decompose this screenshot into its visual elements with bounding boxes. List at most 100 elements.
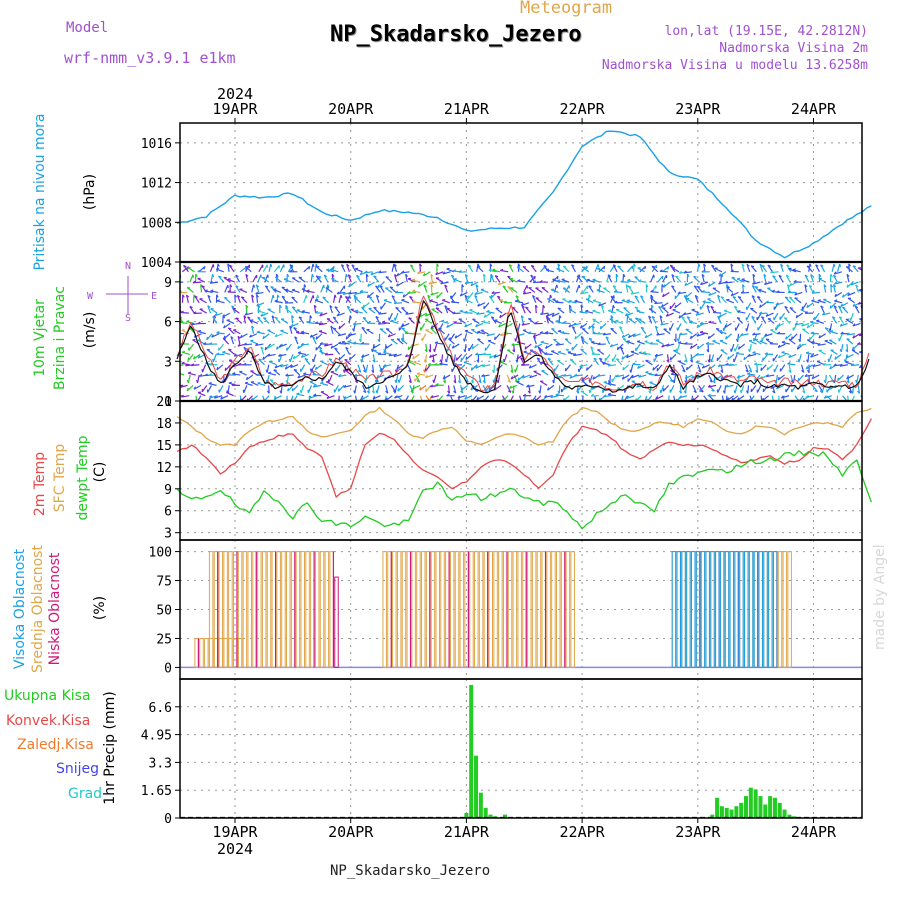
precip-bar — [474, 755, 479, 818]
wind-barb-head — [222, 350, 226, 353]
wind-barb-head — [562, 321, 566, 324]
wind-barb — [802, 328, 810, 335]
wind-barb-head — [682, 369, 686, 373]
cloud-bar-mid — [319, 551, 325, 668]
wind-barb-head — [499, 299, 503, 301]
precip-bar — [502, 814, 507, 818]
wind-barb — [514, 364, 519, 373]
wind-barb-head — [699, 321, 703, 325]
wind-barb-head — [695, 352, 699, 356]
wind-barb-head — [517, 377, 520, 381]
wind-barb-head — [666, 343, 670, 347]
wind-barb — [627, 279, 636, 283]
wind-barb — [451, 301, 460, 304]
wind-barb — [564, 338, 572, 345]
wind-barb-head — [823, 380, 827, 384]
wind-barb — [533, 370, 542, 376]
wind-barb-head — [416, 380, 420, 383]
wind-barb — [390, 320, 399, 324]
wind-barb — [476, 312, 485, 315]
wind-barb-head — [576, 390, 579, 394]
wind-barb — [235, 274, 241, 283]
wind-barb-head — [661, 344, 665, 348]
wind-barb-head — [621, 376, 625, 380]
wind-barb-head — [427, 294, 431, 298]
precip-bar — [734, 806, 739, 818]
wind-barb-head — [343, 396, 347, 400]
wind-barb — [257, 310, 266, 314]
wind-barb — [834, 353, 842, 360]
cloud-bar-high — [724, 551, 730, 668]
wind-barb-head — [833, 284, 837, 288]
wind-barb — [529, 364, 537, 369]
wind-barb-head — [405, 273, 409, 277]
wind-barb — [249, 333, 258, 338]
wind-barb — [551, 328, 559, 335]
wind-barb — [180, 311, 189, 314]
wind-barb — [770, 271, 779, 274]
wind-barb — [442, 374, 451, 380]
wind-barb-head — [818, 273, 822, 277]
wind-barb-head — [552, 278, 556, 281]
wind-barb — [745, 312, 751, 321]
wind-barb — [458, 374, 461, 384]
cloud-bar-mid — [517, 551, 522, 668]
wind-barb-head — [402, 294, 405, 298]
wind-barb-head — [440, 281, 444, 285]
wind-barb — [199, 298, 207, 304]
wind-barb — [459, 291, 468, 297]
wind-barb-head — [326, 395, 330, 399]
wind-barb-head — [286, 273, 290, 278]
wind-barb — [738, 343, 746, 350]
wind-barb-head — [557, 390, 560, 394]
wind-barb-head — [789, 282, 792, 287]
wind-barb-head — [599, 325, 602, 330]
wind-barb-head — [224, 367, 227, 371]
wind-barb-head — [457, 395, 461, 399]
wind-barb — [440, 354, 444, 363]
wind-barb — [725, 384, 734, 388]
wind-barb-head — [313, 304, 317, 308]
wind-barb-head — [857, 342, 861, 345]
wind-barb-head — [532, 294, 536, 298]
station-elevation: Nadmorska Visina 2m — [719, 41, 868, 56]
wind-barb — [206, 333, 213, 341]
wind-barb-head — [361, 396, 364, 400]
wind-barb-head — [863, 401, 866, 402]
wind-barb-head — [723, 309, 728, 312]
wind-barb — [685, 374, 693, 380]
wind-barb — [296, 309, 305, 314]
wind-barb — [301, 311, 310, 314]
wind-barb-head — [788, 369, 792, 373]
wind-barb-head — [218, 275, 222, 278]
wind-barb-head — [511, 390, 514, 394]
wind-barb-head — [372, 359, 376, 363]
wind-barb-head — [532, 280, 537, 284]
wind-barb — [824, 374, 827, 384]
wind-barb-head — [811, 290, 815, 294]
wind-barb-head — [481, 373, 485, 377]
wind-barb — [412, 384, 421, 390]
wind-barb — [322, 296, 330, 304]
wind-barb — [280, 318, 289, 324]
wind-barb — [252, 274, 258, 283]
cloud-bar-high — [715, 551, 720, 668]
wind-barb-head — [375, 315, 379, 319]
wind-barb-head — [590, 393, 595, 397]
wind-barb — [741, 278, 750, 283]
wind-barb — [784, 296, 792, 304]
wind-barb-head — [559, 315, 562, 319]
cloud-bar-mid — [700, 551, 706, 668]
wind-barb-head — [289, 325, 293, 329]
wind-barb-head — [696, 345, 700, 350]
wind-barb — [830, 284, 832, 293]
wind-barb — [807, 354, 810, 363]
wind-barb — [188, 343, 194, 351]
wind-barb — [811, 374, 820, 380]
wind-barb — [509, 278, 518, 283]
wind-barb — [509, 395, 514, 401]
wind-barb-head — [726, 286, 730, 289]
wind-barb-head — [175, 394, 178, 395]
wind-barb — [468, 343, 474, 352]
wind-barb-head — [376, 294, 380, 298]
